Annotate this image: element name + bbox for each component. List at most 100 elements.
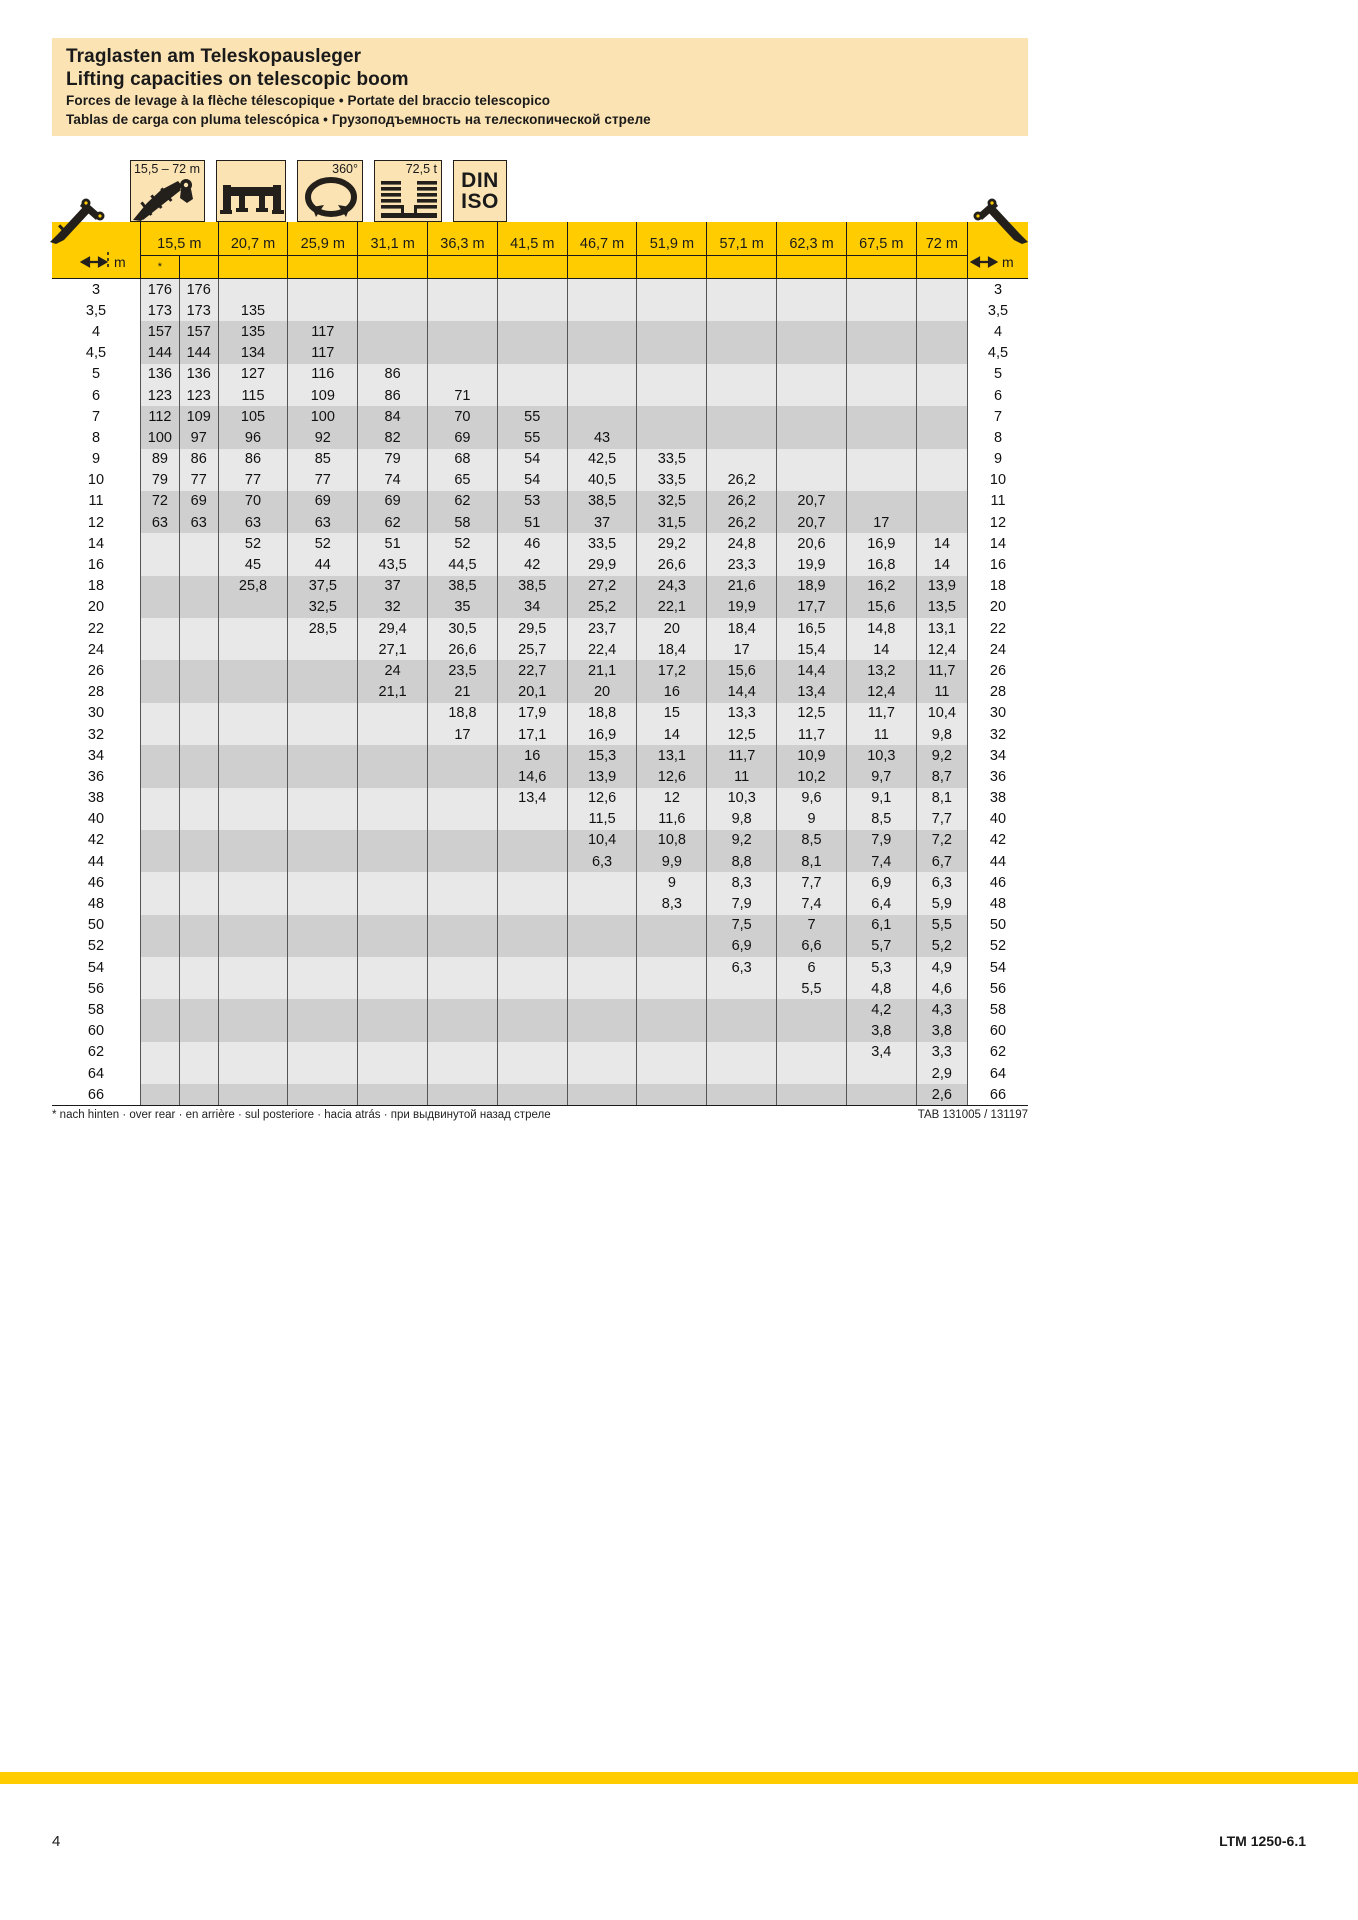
capacity-cell [636, 999, 708, 1021]
capacity-cell [357, 893, 429, 915]
capacity-cell: 16 [497, 745, 568, 767]
capacity-cell: 7,2 [916, 829, 969, 852]
capacity-cell [179, 999, 219, 1021]
capacity-cell [179, 681, 219, 703]
capacity-cell: 70 [218, 490, 289, 513]
footnote-row: * nach hinten · over rear · en arrière ·… [52, 1105, 1028, 1121]
capacity-cell [427, 957, 498, 979]
capacity-cell [287, 660, 359, 682]
capacity-cell [497, 384, 568, 407]
table-row: 58 4,2 4,3 58 [52, 999, 1028, 1021]
capacity-cell: 17,2 [636, 660, 708, 682]
capacity-cell [140, 618, 180, 640]
capacity-cell [357, 1020, 429, 1042]
capacity-cell [218, 660, 289, 682]
capacity-cell: 29,2 [636, 533, 708, 555]
capacity-cell: 16,9 [846, 533, 917, 555]
capacity-cell [140, 808, 180, 830]
capacity-cell: 10,4 [567, 829, 638, 852]
radius-value-left: 30 [52, 702, 141, 724]
capacity-cell [179, 575, 219, 597]
capacity-cell: 8,5 [846, 808, 917, 830]
capacity-cell: 4,6 [916, 978, 969, 1000]
capacity-cell [497, 300, 568, 322]
capacity-cell: 7,7 [776, 872, 847, 894]
capacity-cell [140, 999, 180, 1021]
capacity-cell [287, 639, 359, 661]
capacity-cell: 53 [497, 490, 568, 513]
capacity-cell [916, 512, 969, 534]
capacity-cell [140, 660, 180, 682]
table-row: 5 136 136 127 116 86 5 [52, 363, 1028, 385]
radius-value-left: 58 [52, 999, 141, 1021]
capacity-cell [140, 554, 180, 576]
capacity-cell [916, 427, 969, 449]
capacity-cell: 16,5 [776, 618, 847, 640]
capacity-cell [567, 1084, 638, 1106]
capacity-cell: 13,5 [916, 596, 969, 618]
capacity-cell [218, 851, 289, 873]
capacity-cell [218, 702, 289, 724]
capacity-cell: 2,6 [916, 1084, 969, 1106]
model-name: LTM 1250-6.1 [1219, 1833, 1306, 1849]
capacity-cell [706, 406, 778, 428]
capacity-cell: 109 [179, 406, 219, 428]
capacity-cell: 20,7 [776, 490, 847, 513]
capacity-cell: 26,2 [706, 469, 778, 491]
capacity-cell [776, 300, 847, 322]
table-row: 44 6,3 9,9 8,8 8,1 7,4 6,7 44 [52, 851, 1028, 873]
capacity-cell: 6,1 [846, 914, 917, 936]
capacity-cell [179, 660, 219, 682]
capacity-cell: 17,9 [497, 702, 568, 724]
footnote-text: * nach hinten · over rear · en arrière ·… [52, 1109, 551, 1121]
capacity-cell [218, 935, 289, 957]
capacity-cell [357, 808, 429, 830]
capacity-cell [846, 1084, 917, 1106]
capacity-cell: 21 [427, 681, 498, 703]
capacity-cell [776, 342, 847, 364]
capacity-cell [846, 469, 917, 491]
blank-20_7 [218, 255, 289, 279]
capacity-cell: 69 [357, 490, 429, 513]
capacity-cell [218, 1084, 289, 1106]
capacity-cell: 14 [916, 533, 969, 555]
capacity-cell [706, 363, 778, 385]
capacity-cell: 38,5 [427, 575, 498, 597]
capacity-cell: 109 [287, 384, 359, 407]
radius-value-left: 64 [52, 1062, 141, 1085]
capacity-cell: 52 [287, 533, 359, 555]
radius-value-left: 16 [52, 554, 141, 576]
radius-value-right: 20 [967, 596, 1028, 618]
capacity-cell: 63 [179, 512, 219, 534]
capacity-cell: 7,4 [776, 893, 847, 915]
capacity-cell [706, 978, 778, 1000]
capacity-cell [179, 978, 219, 1000]
blank-25_9 [287, 255, 359, 279]
radius-value-right: 58 [967, 999, 1028, 1021]
radius-value-right: 24 [967, 639, 1028, 661]
capacity-cell [357, 999, 429, 1021]
capacity-cell: 14 [916, 554, 969, 576]
capacity-cell [776, 448, 847, 470]
blank-41_5 [497, 255, 568, 279]
capacity-cell [179, 935, 219, 957]
capacity-cell: 134 [218, 342, 289, 364]
capacity-cell: 63 [287, 512, 359, 534]
capacity-cell: 11,6 [636, 808, 708, 830]
capacity-cell [706, 384, 778, 407]
capacity-cell [287, 702, 359, 724]
capacity-cell: 92 [287, 427, 359, 449]
capacity-cell: 29,5 [497, 618, 568, 640]
capacity-cell: 5,7 [846, 935, 917, 957]
capacity-cell: 20,1 [497, 681, 568, 703]
capacity-cell: 16 [636, 681, 708, 703]
capacity-cell [218, 829, 289, 852]
capacity-cell: 17 [427, 723, 498, 746]
capacity-cell: 52 [427, 533, 498, 555]
radius-value-right: 16 [967, 554, 1028, 576]
capacity-cell [776, 1084, 847, 1106]
capacity-cell: 21,6 [706, 575, 778, 597]
capacity-cell [218, 787, 289, 809]
table-row: 16 45 44 43,5 44,5 42 29,9 26,6 23,3 19,9 16,8 14 16 [52, 554, 1028, 576]
radius-value-left: 26 [52, 660, 141, 682]
